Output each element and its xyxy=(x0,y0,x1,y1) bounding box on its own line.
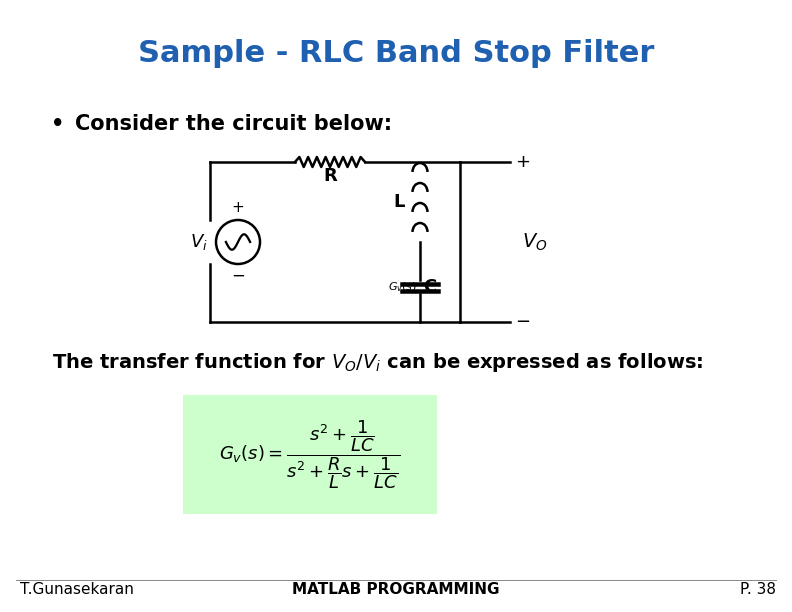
Text: Sample - RLC Band Stop Filter: Sample - RLC Band Stop Filter xyxy=(138,40,654,69)
Text: P. 38: P. 38 xyxy=(740,583,776,597)
Text: R: R xyxy=(323,167,337,185)
Text: •: • xyxy=(51,114,65,134)
FancyBboxPatch shape xyxy=(183,395,437,514)
Text: $G_v(s)$: $G_v(s)$ xyxy=(388,280,417,294)
Text: T.Gunasekaran: T.Gunasekaran xyxy=(20,583,134,597)
Text: $G_v(s) = \dfrac{s^2 + \dfrac{1}{LC}}{s^2 + \dfrac{R}{L}s + \dfrac{1}{LC}}$: $G_v(s) = \dfrac{s^2 + \dfrac{1}{LC}}{s^… xyxy=(219,418,401,491)
Text: Consider the circuit below:: Consider the circuit below: xyxy=(75,114,392,134)
Text: $V_i$: $V_i$ xyxy=(190,232,208,252)
Text: C: C xyxy=(423,278,436,296)
Text: −: − xyxy=(515,313,530,331)
Text: +: + xyxy=(515,153,530,171)
Text: L: L xyxy=(394,193,405,211)
Text: −: − xyxy=(231,267,245,285)
Text: MATLAB PROGRAMMING: MATLAB PROGRAMMING xyxy=(292,583,500,597)
Text: The transfer function for $V_O/V_i$ can be expressed as follows:: The transfer function for $V_O/V_i$ can … xyxy=(52,351,703,373)
Text: $V_O$: $V_O$ xyxy=(522,231,547,253)
Text: +: + xyxy=(231,200,245,215)
